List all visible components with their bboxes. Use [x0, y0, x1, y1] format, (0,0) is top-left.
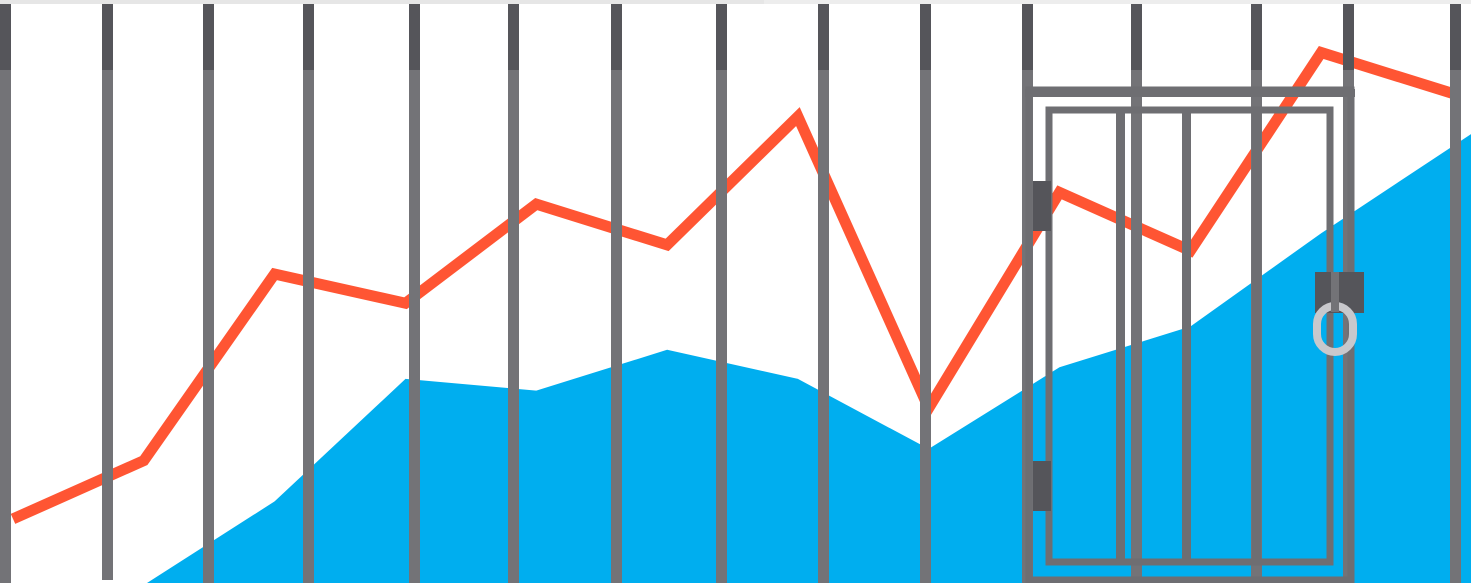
prison-bar [716, 4, 727, 583]
prison-bar [508, 4, 519, 583]
prison-bar [1131, 4, 1142, 583]
prison-bar-cap [611, 4, 622, 70]
line-series-path [10, 46, 1454, 524]
gate-door-bar [1252, 110, 1261, 562]
prison-bar-cap [303, 4, 314, 70]
cell-gate-icon [1025, 86, 1364, 583]
prison-bar-cap [716, 4, 727, 70]
prison-bar-cap [1343, 4, 1354, 70]
area-series-fill [147, 134, 1471, 583]
top-border-left [0, 0, 764, 4]
prison-bar [818, 4, 829, 583]
gate-door-bar [1182, 110, 1191, 562]
prison-bar [203, 4, 214, 583]
prison-bar [409, 4, 420, 583]
gate-door-bar [1116, 110, 1125, 562]
prison-bar [611, 4, 622, 583]
area-series-layer [146, 134, 1471, 583]
gate-hinge-icon [1033, 461, 1051, 511]
prison-bar-cap [1450, 4, 1461, 70]
prison-bar-cap [1022, 4, 1033, 70]
top-border-right [764, 0, 1471, 4]
prison-bar [920, 4, 931, 583]
prison-bar [303, 4, 314, 583]
prison-bar-cap [1251, 4, 1262, 70]
prison-bar-cap [1131, 4, 1142, 70]
prison-bar-cap [920, 4, 931, 70]
gate-hinge-icon [1033, 181, 1051, 231]
prison-bar [102, 4, 113, 580]
prison-bar-cap [0, 4, 11, 70]
prison-bar [0, 4, 11, 583]
padlock-shackle [1331, 272, 1339, 312]
prison-bar-cap [102, 4, 113, 70]
prison-bar-cap [818, 4, 829, 70]
prison-bar-cap [508, 4, 519, 70]
prison-bar [1450, 4, 1461, 583]
prison-bar-cap [203, 4, 214, 70]
prison-bar-cap [409, 4, 420, 70]
